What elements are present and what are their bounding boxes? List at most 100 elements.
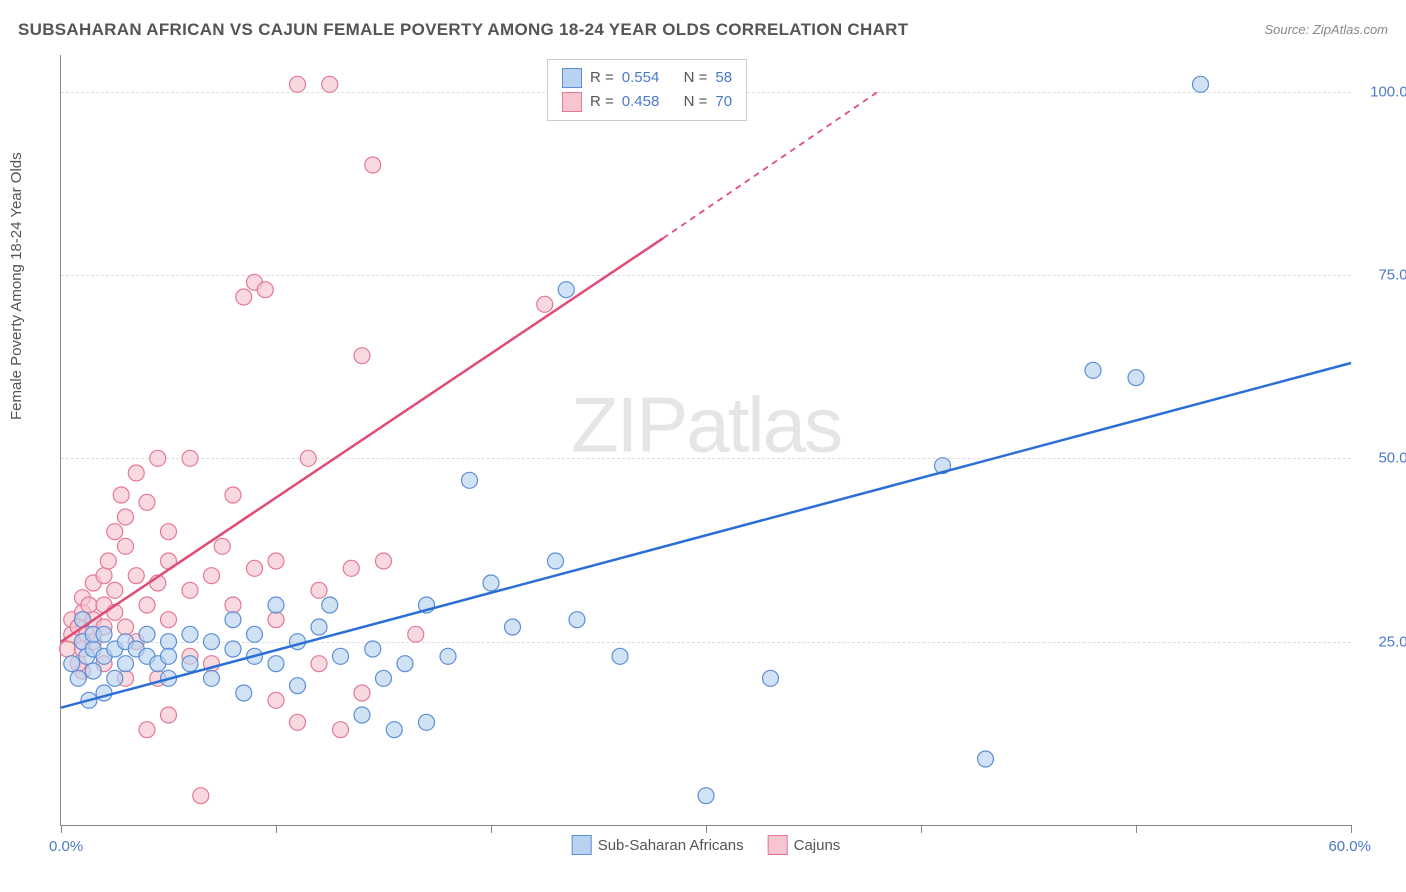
- scatter-point: [204, 634, 220, 650]
- scatter-point: [85, 663, 101, 679]
- series-legend: Sub-Saharan Africans Cajuns: [572, 835, 841, 855]
- scatter-point: [182, 656, 198, 672]
- legend-n-label-1: N =: [684, 66, 708, 90]
- x-axis-min-label: 0.0%: [49, 838, 83, 855]
- scatter-point: [214, 538, 230, 554]
- scatter-point: [247, 626, 263, 642]
- scatter-point: [182, 582, 198, 598]
- y-tick-label: 100.0%: [1361, 83, 1406, 100]
- scatter-point: [225, 612, 241, 628]
- legend-label-series2: Cajuns: [794, 837, 841, 854]
- scatter-point: [118, 619, 134, 635]
- scatter-point: [290, 714, 306, 730]
- legend-swatch-bottom-2: [768, 835, 788, 855]
- scatter-point: [333, 722, 349, 738]
- scatter-point: [537, 296, 553, 312]
- scatter-point: [354, 685, 370, 701]
- legend-r-label-2: R =: [590, 90, 614, 114]
- legend-n-label-2: N =: [684, 90, 708, 114]
- scatter-point: [483, 575, 499, 591]
- scatter-point: [311, 582, 327, 598]
- scatter-point: [386, 722, 402, 738]
- legend-item-series2: Cajuns: [768, 835, 841, 855]
- scatter-point: [96, 568, 112, 584]
- y-tick-label: 25.0%: [1361, 633, 1406, 650]
- scatter-point: [118, 538, 134, 554]
- scatter-point: [139, 494, 155, 510]
- source-attribution: Source: ZipAtlas.com: [1264, 22, 1388, 37]
- scatter-point: [354, 707, 370, 723]
- scatter-point: [150, 450, 166, 466]
- scatter-point: [268, 692, 284, 708]
- scatter-point: [365, 641, 381, 657]
- legend-swatch-series2: [562, 92, 582, 112]
- scatter-point: [419, 714, 435, 730]
- legend-n-value-1: 58: [715, 66, 732, 90]
- scatter-point: [236, 289, 252, 305]
- scatter-point: [268, 553, 284, 569]
- y-tick-label: 50.0%: [1361, 450, 1406, 467]
- scatter-point: [139, 722, 155, 738]
- scatter-point: [763, 670, 779, 686]
- scatter-point: [268, 612, 284, 628]
- scatter-point: [462, 472, 478, 488]
- scatter-point: [978, 751, 994, 767]
- scatter-point: [161, 634, 177, 650]
- scatter-point: [107, 670, 123, 686]
- scatter-point: [322, 76, 338, 92]
- scatter-point: [440, 648, 456, 664]
- scatter-point: [333, 648, 349, 664]
- scatter-point: [161, 648, 177, 664]
- scatter-point: [193, 788, 209, 804]
- scatter-point: [161, 707, 177, 723]
- legend-label-series1: Sub-Saharan Africans: [598, 837, 744, 854]
- scatter-point: [139, 597, 155, 613]
- scatter-point: [311, 619, 327, 635]
- legend-row-series2: R = 0.458 N = 70: [562, 90, 732, 114]
- trend-line: [61, 363, 1351, 708]
- scatter-point: [236, 685, 252, 701]
- scatter-point: [698, 788, 714, 804]
- scatter-point: [376, 670, 392, 686]
- scatter-point: [161, 612, 177, 628]
- scatter-point: [204, 670, 220, 686]
- scatter-point: [300, 450, 316, 466]
- scatter-point: [354, 348, 370, 364]
- scatter-point: [204, 568, 220, 584]
- scatter-point: [107, 524, 123, 540]
- legend-swatch-bottom-1: [572, 835, 592, 855]
- scatter-point: [75, 612, 91, 628]
- legend-r-value-2: 0.458: [622, 90, 660, 114]
- scatter-point: [107, 582, 123, 598]
- scatter-point: [290, 678, 306, 694]
- scatter-point: [408, 626, 424, 642]
- legend-r-label-1: R =: [590, 66, 614, 90]
- scatter-point: [376, 553, 392, 569]
- correlation-legend: R = 0.554 N = 58 R = 0.458 N = 70: [547, 59, 747, 121]
- scatter-point: [397, 656, 413, 672]
- scatter-point: [569, 612, 585, 628]
- scatter-point: [64, 656, 80, 672]
- chart-title: SUBSAHARAN AFRICAN VS CAJUN FEMALE POVER…: [18, 20, 908, 40]
- scatter-point: [1193, 76, 1209, 92]
- scatter-point: [257, 282, 273, 298]
- scatter-point: [548, 553, 564, 569]
- scatter-point: [1085, 362, 1101, 378]
- scatter-point: [311, 656, 327, 672]
- y-axis-label: Female Poverty Among 18-24 Year Olds: [8, 152, 25, 420]
- scatter-point: [113, 487, 129, 503]
- scatter-point: [268, 597, 284, 613]
- scatter-point: [612, 648, 628, 664]
- scatter-point: [128, 568, 144, 584]
- scatter-point: [59, 641, 75, 657]
- scatter-point: [343, 560, 359, 576]
- scatter-plot-svg: [61, 55, 1351, 825]
- scatter-point: [505, 619, 521, 635]
- legend-row-series1: R = 0.554 N = 58: [562, 66, 732, 90]
- scatter-point: [322, 597, 338, 613]
- scatter-point: [225, 641, 241, 657]
- scatter-point: [290, 76, 306, 92]
- scatter-point: [268, 656, 284, 672]
- y-tick-label: 75.0%: [1361, 267, 1406, 284]
- legend-r-value-1: 0.554: [622, 66, 660, 90]
